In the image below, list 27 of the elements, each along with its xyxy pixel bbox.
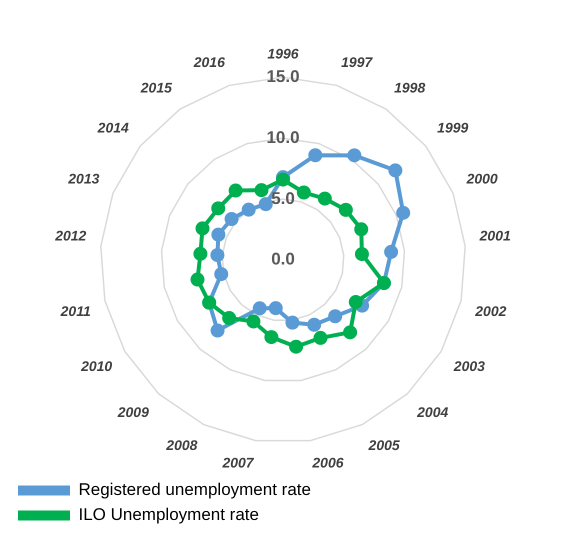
spoke-label: 2007	[221, 454, 255, 470]
y-tick-label: 5.0	[271, 188, 295, 208]
spoke-label: 2005	[368, 436, 400, 453]
spoke-label: 2013	[67, 170, 100, 186]
spoke-label: 2011	[60, 303, 91, 320]
y-tick-label: 10.0	[266, 128, 300, 147]
spoke-label: 2003	[452, 358, 486, 374]
spoke-label: 1996	[267, 45, 299, 62]
spoke-label: 2015	[140, 80, 172, 96]
spoke-label: 2006	[311, 454, 344, 470]
legend-label: ILO Unemployment rate	[78, 505, 259, 524]
spoke-label: 2009	[116, 404, 150, 420]
spoke-label: 2004	[416, 404, 448, 420]
spoke-label: 1999	[437, 120, 469, 136]
spoke-label: 2002	[474, 303, 507, 320]
y-tick-label: 15.0	[266, 66, 300, 86]
spoke-label: 2012	[54, 228, 87, 244]
spoke-label: 2000	[466, 170, 498, 186]
spoke-label: 2008	[165, 436, 198, 453]
spoke-label: 2010	[80, 358, 112, 374]
spoke-label: 2001	[478, 228, 512, 244]
legend-label: Registered unemployment rate	[78, 480, 311, 500]
y-tick-label: 0.0	[271, 250, 295, 269]
spoke-label: 1998	[394, 80, 426, 96]
spoke-label: 2016	[192, 54, 226, 70]
spoke-label: 2014	[96, 120, 130, 136]
spoke-label: 1997	[341, 54, 374, 70]
